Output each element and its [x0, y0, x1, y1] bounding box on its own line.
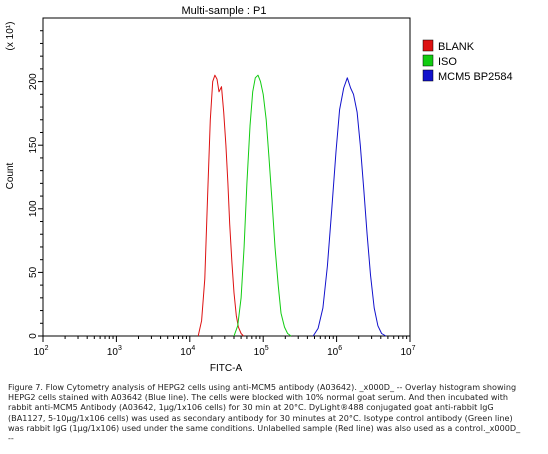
x-tick-label: 103: [107, 345, 122, 358]
plot-frame: [42, 17, 411, 337]
legend: BLANK ISO MCM5 BP2584: [422, 39, 513, 83]
caption-line: was rabbit IgG (1μg/1x106) used under th…: [8, 422, 521, 433]
y-multiplier-label: (x 10¹): [5, 22, 16, 51]
legend-label: ISO: [438, 56, 457, 68]
legend-swatch: [422, 54, 434, 67]
series-line-iso: [233, 74, 292, 337]
y-tick-label: 50: [28, 266, 39, 278]
caption-line: (BA1127, 5-10μg/1x106 cells) was used as…: [8, 412, 513, 423]
x-tick-label: 102: [33, 345, 48, 358]
y-tick-label: 0: [28, 333, 39, 339]
y-tick-label: 200: [28, 73, 39, 90]
y-tick-label: 150: [28, 136, 39, 153]
series-line-mcm5-bp2584: [312, 77, 387, 337]
caption-line: --: [8, 433, 14, 444]
axis-ticks: 102 103 104 105 106 107 0 50 100 150 200: [28, 30, 416, 358]
caption-line: rabbit anti-MCM5 Antibody (A03642, 1μg/1…: [8, 402, 494, 413]
caption-line: Figure 7. Flow Cytometry analysis of HEP…: [8, 382, 517, 392]
caption-line: HEPG2 cells stained with A03642 (Blue li…: [8, 392, 509, 403]
legend-label: MCM5 BP2584: [438, 71, 513, 83]
x-tick-label: 107: [400, 345, 415, 358]
figure-caption: Figure 7. Flow Cytometry analysis of HEP…: [8, 382, 540, 443]
series-line-blank: [197, 74, 244, 337]
histogram-chart: Multi-sample : P1 FITC-A Count (x 10¹) 1…: [5, 5, 513, 374]
legend-label: BLANK: [438, 41, 475, 53]
legend-swatch: [422, 69, 434, 82]
x-axis-label: FITC-A: [210, 363, 243, 374]
chart-title: Multi-sample : P1: [182, 5, 267, 17]
legend-swatch: [422, 39, 434, 52]
x-tick-label: 106: [327, 345, 342, 358]
y-axis-label: Count: [5, 162, 16, 189]
x-tick-label: 104: [180, 345, 195, 358]
y-tick-label: 100: [28, 200, 39, 217]
series-layer: [197, 74, 387, 337]
x-tick-label: 105: [254, 345, 269, 358]
